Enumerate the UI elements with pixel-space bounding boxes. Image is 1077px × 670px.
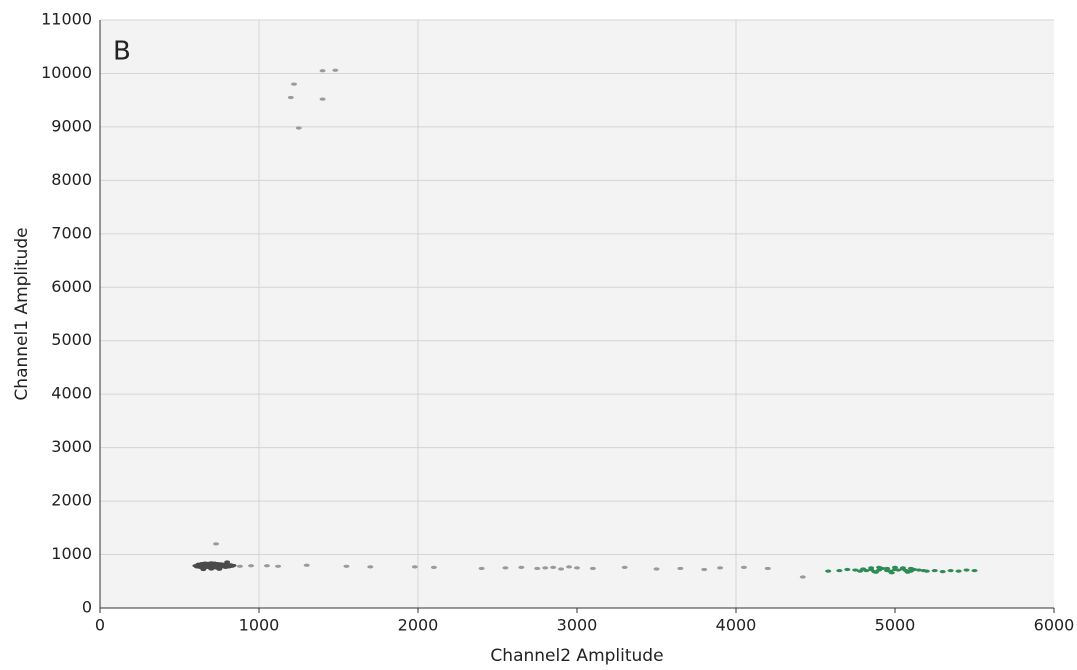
data-point [947, 568, 954, 573]
data-point [915, 568, 922, 572]
data-point [227, 563, 234, 567]
data-point [224, 560, 231, 564]
data-point [343, 564, 350, 568]
x-tick-label: 0 [95, 616, 105, 635]
data-point [275, 564, 282, 568]
y-tick-label: 6000 [51, 277, 92, 296]
y-tick-label: 5000 [51, 330, 92, 349]
y-tick-label: 10000 [41, 63, 92, 82]
y-tick-label: 4000 [51, 384, 92, 403]
data-point [717, 566, 724, 570]
data-point [825, 569, 832, 573]
y-tick-label: 7000 [51, 223, 92, 242]
data-point [892, 565, 898, 569]
y-axis-title: Channel1 Amplitude [12, 227, 32, 400]
data-point [319, 69, 326, 73]
data-point [290, 82, 297, 86]
data-point [701, 567, 708, 572]
data-point [589, 566, 596, 571]
data-point [907, 566, 914, 571]
data-point [799, 575, 806, 579]
data-point [931, 568, 938, 573]
data-point [478, 566, 485, 571]
y-tick-label: 3000 [51, 437, 92, 456]
data-point [895, 568, 902, 572]
data-point [836, 568, 843, 573]
data-point [923, 569, 930, 573]
y-tick-label: 2000 [51, 491, 92, 510]
x-tick-label: 3000 [557, 616, 598, 635]
data-point [287, 95, 294, 100]
y-tick-label: 11000 [41, 10, 92, 29]
data-point [740, 565, 747, 569]
data-point [574, 566, 580, 570]
panel-label: B [113, 37, 131, 67]
x-axis-title: Channel2 Amplitude [490, 646, 663, 666]
plot-area [100, 20, 1054, 608]
data-point [550, 565, 557, 569]
data-point [430, 565, 437, 569]
data-point [764, 566, 771, 571]
y-tick-label: 1000 [51, 544, 92, 563]
data-point [653, 567, 660, 571]
data-point [876, 565, 883, 569]
x-tick-label: 6000 [1034, 616, 1075, 635]
data-point [558, 567, 565, 571]
x-tick-label: 2000 [398, 616, 439, 635]
data-point [367, 565, 374, 569]
x-tick-label: 1000 [239, 616, 280, 635]
data-point [868, 566, 875, 570]
data-point [884, 566, 891, 571]
y-tick-label: 0 [82, 598, 92, 617]
data-point [872, 570, 879, 574]
y-tick-label: 9000 [51, 116, 92, 135]
data-point [200, 567, 207, 572]
data-point [411, 565, 418, 569]
data-point [963, 568, 970, 572]
data-point [857, 569, 864, 573]
data-point [677, 566, 684, 571]
data-point [542, 566, 549, 570]
data-point [236, 564, 243, 568]
data-point [303, 563, 310, 567]
data-point [566, 565, 573, 569]
data-point [899, 566, 906, 570]
data-point [295, 126, 302, 130]
data-point [534, 566, 541, 571]
x-tick-label: 4000 [716, 616, 757, 635]
data-point [863, 568, 870, 573]
data-point [332, 68, 339, 72]
y-tick-label: 8000 [51, 170, 92, 189]
data-point [904, 570, 911, 574]
data-point [319, 97, 326, 101]
data-point [248, 564, 255, 568]
data-point [213, 542, 220, 546]
data-point [939, 570, 946, 574]
data-point [955, 569, 962, 573]
x-tick-label: 5000 [875, 616, 916, 635]
data-point [216, 567, 223, 571]
data-point [208, 567, 215, 571]
data-point [852, 568, 859, 572]
data-point [844, 567, 851, 572]
data-point [263, 564, 270, 568]
data-point [502, 566, 509, 570]
data-point [518, 565, 525, 569]
data-point [971, 568, 978, 573]
data-point [888, 571, 895, 575]
data-point [621, 565, 628, 569]
